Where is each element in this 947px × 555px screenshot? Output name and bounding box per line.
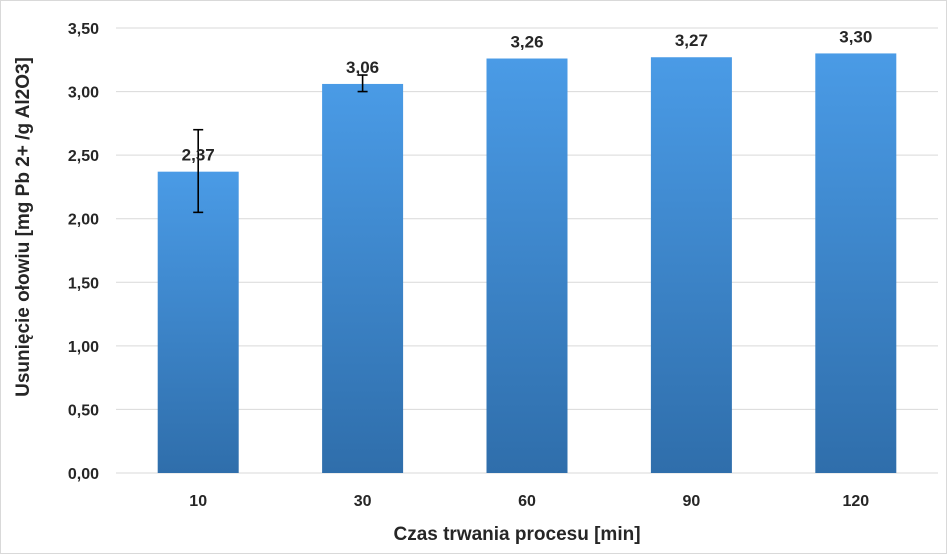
y-tick-label: 0,50 (68, 402, 99, 419)
x-tick-label: 90 (683, 493, 701, 510)
x-axis-title: Czas trwania procesu [min] (393, 524, 640, 545)
y-tick-label: 3,50 (68, 21, 99, 38)
x-tick-label: 30 (354, 493, 372, 510)
bars (157, 53, 897, 474)
x-axis-ticks: 10 30 60 90 120 (189, 493, 869, 510)
bar (815, 53, 897, 474)
y-tick-label: 1,50 (68, 275, 99, 292)
error-bar (357, 74, 368, 93)
error-bars (193, 74, 368, 214)
x-tick-label: 120 (842, 493, 869, 510)
x-tick-label: 10 (189, 493, 207, 510)
bar (322, 83, 404, 473)
y-axis-ticks: 0,00 0,50 1,00 1,50 2,00 2,50 3,00 3,50 (68, 21, 99, 483)
bar (650, 57, 732, 473)
y-tick-label: 3,00 (68, 85, 99, 102)
error-bar (193, 128, 204, 214)
data-label: 3,27 (675, 31, 708, 50)
y-tick-label: 0,00 (68, 466, 99, 483)
y-tick-label: 1,00 (68, 339, 99, 356)
data-label: 3,06 (346, 58, 379, 77)
y-tick-label: 2,00 (68, 212, 99, 229)
data-label: 2,37 (182, 146, 215, 165)
data-label: 3,26 (510, 33, 543, 52)
data-labels: 2,37 3,06 3,26 3,27 3,30 (182, 27, 873, 164)
bar (157, 171, 239, 473)
x-tick-label: 60 (518, 493, 536, 510)
bar (486, 58, 568, 474)
data-label: 3,30 (839, 27, 872, 46)
y-axis-title: Usunięcie ołowiu [mg Pb 2+ /g Al2O3] (13, 57, 34, 397)
y-tick-label: 2,50 (68, 148, 99, 165)
